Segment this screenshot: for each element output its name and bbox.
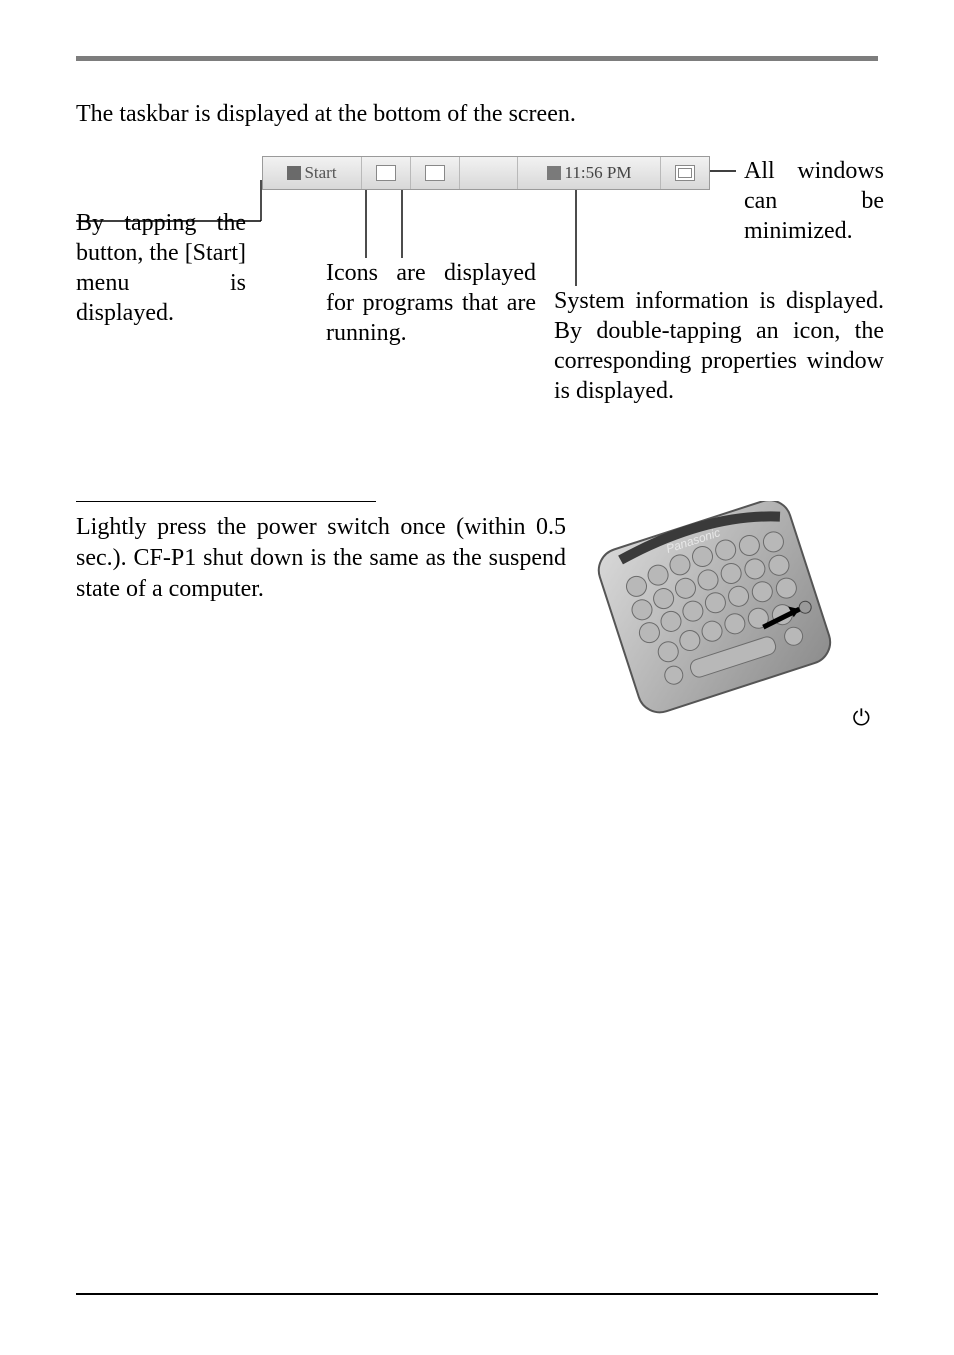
power-icon: ⏻ [853,705,870,731]
shutdown-text: Lightly press the power switch once (wit… [76,501,566,606]
start-label: Start [304,163,336,183]
windows-flag-icon [287,166,301,180]
clock: 11:56 PM [565,163,632,183]
device-illustration: Panasonic [586,501,846,721]
taskbar-diagram: Start 11:56 PM [76,156,878,481]
shutdown-section: Lightly press the power switch once (wit… [76,501,878,721]
device-svg: Panasonic [586,501,846,721]
intro-text: The taskbar is displayed at the bottom o… [76,101,878,128]
shutdown-rule [76,501,376,502]
start-button[interactable]: Start [263,157,362,189]
bottom-rule [76,1293,878,1295]
top-rule [76,56,878,61]
callout-minimize: All windows can be minimized. [744,156,884,246]
system-tray[interactable]: 11:56 PM [518,157,661,189]
taskbar-spacer [460,157,518,189]
app-shell-icon [425,165,445,181]
callout-start: By tapping the button, the [Start] menu … [76,208,246,328]
running-app-2[interactable] [411,157,460,189]
app-window-icon [376,165,396,181]
desktop-icon [675,165,695,181]
callout-running: Icons are displayed for programs that ar… [326,258,536,348]
shutdown-line2: CF-P1 shut down is the same as the suspe… [76,545,566,602]
signal-icon [547,166,561,180]
show-desktop-button[interactable] [661,157,709,189]
running-app-1[interactable] [362,157,411,189]
taskbar: Start 11:56 PM [262,156,710,190]
callout-system: System information is displayed. By doub… [554,286,884,406]
